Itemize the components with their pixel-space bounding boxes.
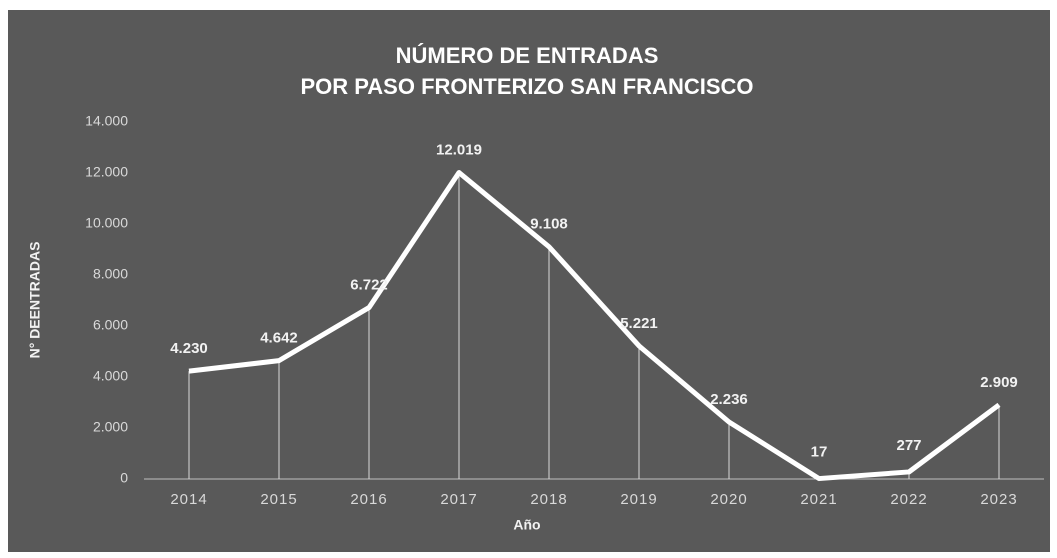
x-tick-label: 2017	[440, 491, 477, 508]
data-label: 9.108	[530, 216, 568, 233]
data-label: 6.722	[350, 277, 388, 294]
x-tick-label: 2014	[170, 491, 207, 508]
data-label: 17	[811, 444, 828, 461]
y-tick-label: 2.000	[93, 419, 128, 435]
y-tick-label: 12.000	[85, 164, 128, 180]
x-tick-label: 2015	[260, 491, 297, 508]
x-tick-label: 2018	[530, 491, 567, 508]
x-tick-label: 2023	[980, 491, 1017, 508]
y-tick-label: 8.000	[93, 266, 128, 282]
x-tick-label: 2022	[890, 491, 927, 508]
data-label: 277	[896, 437, 921, 454]
x-tick-label: 2021	[800, 491, 837, 508]
y-tick-label: 14.000	[85, 113, 128, 129]
data-label: 2.909	[980, 374, 1018, 391]
y-tick-label: 0	[120, 470, 128, 486]
y-tick-label: 4.000	[93, 368, 128, 384]
chart-title: NÚMERO DE ENTRADAS	[396, 43, 659, 68]
y-axis-label: N° DEENTRADAS	[27, 242, 43, 359]
chart-title: POR PASO FRONTERIZO SAN FRANCISCO	[300, 74, 753, 99]
x-axis-label: Año	[513, 517, 540, 533]
x-tick-label: 2020	[710, 491, 747, 508]
data-label: 2.236	[710, 391, 748, 408]
y-tick-label: 6.000	[93, 317, 128, 333]
data-label: 12.019	[436, 141, 482, 158]
y-tick-label: 10.000	[85, 215, 128, 231]
x-tick-label: 2016	[350, 491, 387, 508]
data-label: 4.230	[170, 340, 208, 357]
data-label: 5.221	[620, 315, 658, 332]
data-line	[188, 170, 1001, 482]
chart-background	[8, 10, 1050, 552]
data-label: 4.642	[260, 330, 298, 347]
x-tick-label: 2019	[620, 491, 657, 508]
